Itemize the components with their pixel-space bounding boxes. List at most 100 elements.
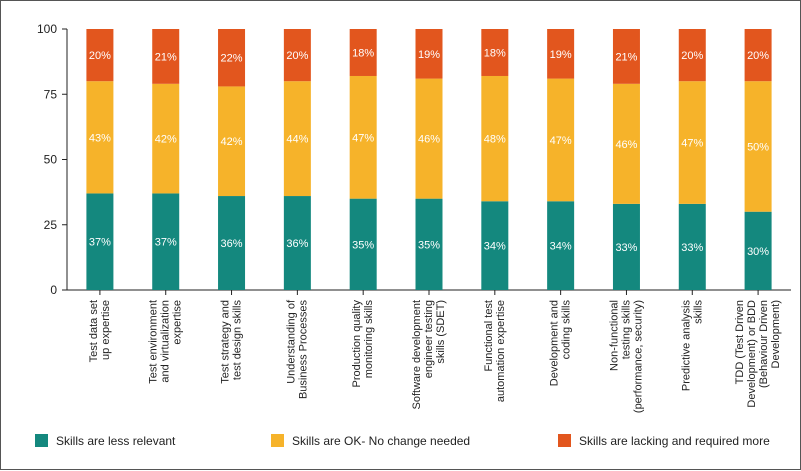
bar-segment [547,78,575,202]
category-label: Predictive analysis skills [680,300,704,392]
legend-swatch [271,434,284,447]
bar-segment [349,75,377,199]
bar-segment [415,78,443,199]
category-label-line: expertise [172,300,184,345]
category-label-line: Functional test [483,300,495,372]
data-label: 48% [484,134,506,146]
category-label: Non-functional testing skills (performance… [608,300,644,414]
bar-segment [86,81,114,194]
y-tick-label: 0 [50,283,57,297]
category-label-line: TDD (Test Driven [734,300,746,384]
bar-segment [415,29,443,79]
category-label-line: testing skills [620,300,632,360]
data-label: 20% [89,50,111,62]
bar-segment [152,83,180,194]
data-label: 46% [615,139,637,151]
data-label: 33% [615,242,637,254]
bar-segment [481,29,509,76]
y-tick-label: 100 [37,22,57,36]
legend-swatch [35,434,48,447]
data-label: 20% [681,50,703,62]
bar-segment [547,201,575,290]
data-label: 34% [550,241,572,253]
category-label: Development and coding skills [549,300,573,387]
category-label-line: Development) or BDD [746,300,758,408]
data-label: 18% [352,47,374,59]
bar-segment [744,29,772,82]
data-label: 22% [221,53,243,65]
category-label-line: Test data set [88,300,100,362]
bars: 37% 43% 20% 37% 42% 21% 36% 42% 22% 36% 44% 20% 35% 4… [86,29,772,290]
category-label-line: engineer testing [423,300,435,378]
category-label-line: Understanding of [285,299,297,384]
data-label: 30% [747,246,769,258]
category-label: Understanding of Business Processes [285,299,309,399]
category-label-line: Development) [770,300,782,368]
bar-segment [744,211,772,290]
category-label-line: test design skills [232,300,244,381]
bar-segment [349,29,377,76]
category-label-line: coding skills [561,300,573,360]
axes: 0 25 50 75 100 [37,22,791,297]
bar-segment [152,193,180,290]
category-label: Production quality monitoring skills [351,300,375,388]
bar-segment [218,196,246,290]
data-label: 21% [155,51,177,63]
category-label-line: Non-functional [608,300,620,371]
bar-segment [612,29,640,84]
category-labels: Test data set up expertise Test environmen… [88,299,782,413]
y-tick-label: 75 [44,87,58,101]
legend-label: Skills are lacking and required more [579,434,770,448]
bar-segment [612,83,640,204]
y-tick-label: 25 [44,218,58,232]
data-label: 47% [550,135,572,147]
bar-segment [283,81,311,197]
data-label: 34% [484,241,506,253]
category-label-line: Development and [549,300,561,386]
data-label: 47% [352,132,374,144]
bar-segment [152,29,180,84]
bar-segment [218,29,246,87]
bar-segment [481,201,509,290]
bar-segment [678,81,706,204]
data-label: 19% [418,49,440,61]
bar-segment [218,86,246,197]
category-label-line: (performance, security) [632,300,644,413]
category-label-line: Business Processes [297,300,309,400]
category-label: TDD (Test Driven Development) or BDD (Beha… [734,300,782,408]
data-label: 37% [155,237,177,249]
category-label-line: Test strategy and [220,300,232,384]
category-label-line: (Behaviour Driven [758,300,770,388]
bar-segment [283,196,311,290]
category-label: Test environment and virtualization expert… [148,300,184,384]
category-label-line: Test environment [148,300,160,384]
data-label: 42% [155,134,177,146]
data-label: 44% [286,134,308,146]
bar-segment [678,203,706,290]
data-label: 19% [550,49,572,61]
category-label-line: skills [692,300,704,324]
data-label: 33% [681,242,703,254]
category-label: Test data set up expertise [88,300,112,362]
category-label-line: and virtualization [160,300,172,383]
bar-segment [612,203,640,290]
data-label: 35% [418,239,440,251]
data-label: 20% [747,50,769,62]
data-label: 36% [221,238,243,250]
category-label-line: automation expertise [495,300,507,402]
bar-segment [678,29,706,82]
category-label-line: Predictive analysis [680,300,692,392]
data-label: 50% [747,141,769,153]
data-label: 43% [89,132,111,144]
data-label: 18% [484,47,506,59]
data-label: 35% [352,239,374,251]
bar-segment [547,29,575,79]
bar-segment [349,198,377,290]
category-label: Test strategy and test design skills [220,300,244,384]
bar-segment [481,75,509,202]
bar-segment [415,198,443,290]
data-label: 42% [221,136,243,148]
category-label-line: up expertise [100,300,112,360]
